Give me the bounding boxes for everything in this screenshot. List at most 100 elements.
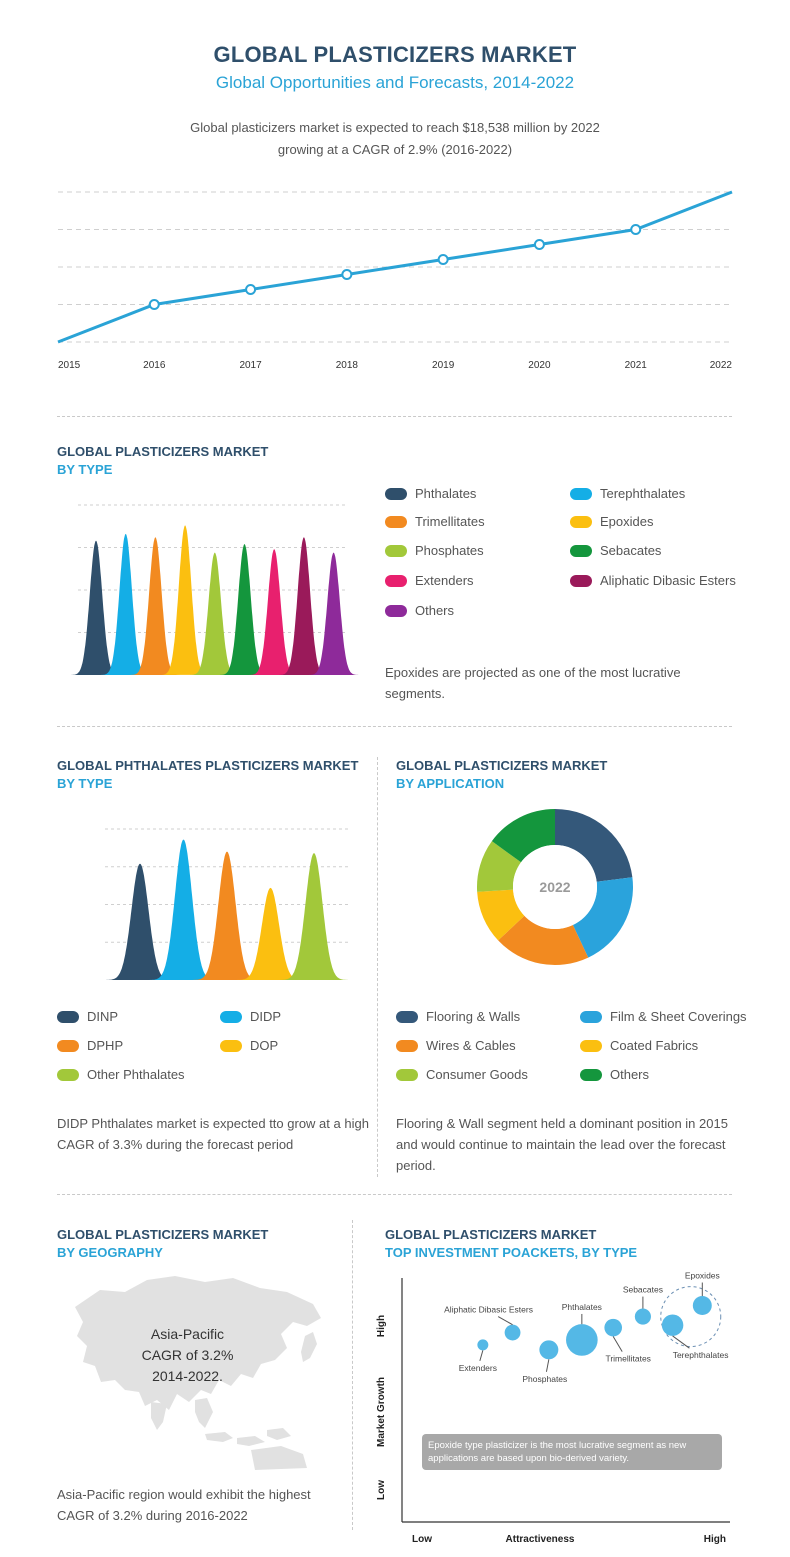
legend-swatch <box>580 1011 602 1023</box>
india-shape <box>151 1402 167 1430</box>
intro-line-2: growing at a CAGR of 2.9% (2016-2022) <box>277 142 513 157</box>
x-tick-label: 2021 <box>625 360 648 371</box>
type-title-line1: GLOBAL PLASTICIZERS MARKET <box>57 444 269 459</box>
bubble-label: Sebacates <box>623 1285 663 1295</box>
bubble-label: Terephthalates <box>673 1350 729 1360</box>
donut-hole <box>513 845 597 929</box>
bubble-sebacates <box>634 1308 651 1325</box>
application-section-title: GLOBAL PLASTICIZERS MARKET BY APPLICATIO… <box>396 757 696 793</box>
peak-extenders <box>249 549 299 675</box>
legend-swatch <box>385 575 407 587</box>
map-cagr-label: CAGR of 3.2% <box>141 1347 234 1363</box>
bubble-phthalates <box>566 1324 598 1356</box>
column-divider <box>377 757 378 1177</box>
bubble-aliphatic-dibasic-esters <box>504 1324 521 1341</box>
map-region-label: Asia-Pacific <box>150 1326 225 1342</box>
legend-swatch <box>580 1069 602 1081</box>
legend-swatch <box>570 488 592 500</box>
geography-title-line2: BY GEOGRAPHY <box>57 1245 163 1260</box>
legend-swatch <box>385 516 407 528</box>
bubble-label: Aliphatic Dibasic Esters <box>444 1305 533 1315</box>
data-point <box>437 254 449 265</box>
series-line <box>57 190 733 344</box>
indonesia-shape <box>205 1428 291 1446</box>
geography-map-label: Asia-Pacific CAGR of 3.2% 2014-2022. <box>125 1324 250 1387</box>
application-donut-chart: 2022 <box>476 809 633 966</box>
peak-terephthalates <box>100 533 151 675</box>
x-tick-label: 2018 <box>336 360 359 371</box>
legend-swatch <box>570 575 592 587</box>
bubble-label: Trimellitates <box>605 1354 651 1364</box>
bubble-leader <box>612 1336 623 1352</box>
slice-others <box>491 809 555 863</box>
page-title: GLOBAL PLASTICIZERS MARKET <box>213 42 577 67</box>
phthalates-section-title: GLOBAL PHTHALATES PLASTICIZERS MARKET BY… <box>57 757 367 793</box>
australia-shape <box>251 1446 307 1470</box>
phthalates-note: DIDP Phthalates market is expected tto g… <box>57 1116 369 1152</box>
section-divider <box>57 1194 732 1195</box>
investment-bubble-chart: Phthalates Aliphatic Dibasic Esters Extend… <box>376 1271 730 1545</box>
section-divider <box>57 416 732 417</box>
application-note: Flooring & Wall segment held a dominant … <box>396 1116 728 1173</box>
peak-others <box>308 552 359 675</box>
y-tick-low: Low <box>376 1480 387 1500</box>
data-point <box>341 269 353 280</box>
data-point <box>630 224 642 235</box>
geography-section-title: GLOBAL PLASTICIZERS MARKET BY GEOGRAPHY <box>57 1226 337 1262</box>
legend-swatch <box>220 1040 242 1052</box>
investment-title-line2: TOP INVESTMENT POACKETS, BY TYPE <box>385 1245 638 1260</box>
x-tick-label: 2019 <box>432 360 455 371</box>
slice-wires-cables <box>498 915 589 966</box>
geography-note: Asia-Pacific region would exhibit the hi… <box>57 1487 311 1523</box>
peak-dphp <box>193 851 261 980</box>
bubble-label: Epoxides <box>685 1271 720 1281</box>
phthalates-area-chart <box>105 828 348 980</box>
legend-swatch <box>57 1069 79 1081</box>
legend-swatch <box>385 488 407 500</box>
bubble-leader <box>545 1359 550 1372</box>
bubble-terephthalates <box>661 1314 684 1336</box>
japan-shape <box>301 1332 317 1362</box>
x-tick-label: 2017 <box>239 360 262 371</box>
page-subtitle: Global Opportunities and Forecasts, 2014… <box>215 73 575 92</box>
legend-swatch <box>57 1040 79 1052</box>
geography-title-line1: GLOBAL PLASTICIZERS MARKET <box>57 1227 269 1242</box>
data-point <box>245 284 257 295</box>
peak-phosphates <box>190 552 240 675</box>
x-axis-label: Attractiveness <box>506 1534 575 1545</box>
peak-other-phthalates <box>280 853 348 980</box>
bubble-leader <box>672 1335 690 1349</box>
slice-film-sheet-coverings <box>572 877 633 958</box>
peak-epoxides <box>160 525 210 675</box>
intro-text: Global plasticizers market is expected t… <box>0 117 790 161</box>
bubble-trimellitates <box>604 1318 623 1337</box>
x-tick-label: 2016 <box>143 360 166 371</box>
slice-flooring-walls <box>555 809 633 882</box>
intro-line-1: Global plasticizers market is expected t… <box>190 120 600 135</box>
type-area-chart <box>71 504 359 675</box>
bubble-phosphates <box>539 1340 559 1360</box>
bubble-label: Phosphates <box>522 1374 567 1384</box>
investment-title-line1: GLOBAL PLASTICIZERS MARKET <box>385 1227 597 1242</box>
legend-swatch <box>385 545 407 557</box>
investment-section-title: GLOBAL PLASTICIZERS MARKET TOP INVESTMEN… <box>385 1226 705 1262</box>
bubble-leader <box>479 1350 484 1362</box>
legend-swatch <box>580 1040 602 1052</box>
annotation-text: applications are based upon bio-derived … <box>428 1453 629 1464</box>
asia-pacific-map <box>75 1276 321 1470</box>
peak-aliphatic-dibasic-esters <box>279 537 329 675</box>
phthalates-title-line2: BY TYPE <box>57 776 113 791</box>
asia-mainland-shape <box>75 1276 321 1410</box>
x-tick-high: High <box>704 1534 726 1545</box>
legend-swatch <box>570 545 592 557</box>
map-period-label: 2014-2022. <box>152 1368 223 1384</box>
application-title-line1: GLOBAL PLASTICIZERS MARKET <box>396 758 608 773</box>
legend-swatch <box>385 605 407 617</box>
type-title-line2: BY TYPE <box>57 462 113 477</box>
data-point <box>533 239 545 250</box>
highlight-ring <box>660 1286 722 1348</box>
slice-coated-fabrics <box>477 889 525 941</box>
peak-dop <box>236 887 305 980</box>
bubble-leader <box>497 1316 513 1326</box>
y-axis-label: Market Growth <box>376 1377 387 1447</box>
